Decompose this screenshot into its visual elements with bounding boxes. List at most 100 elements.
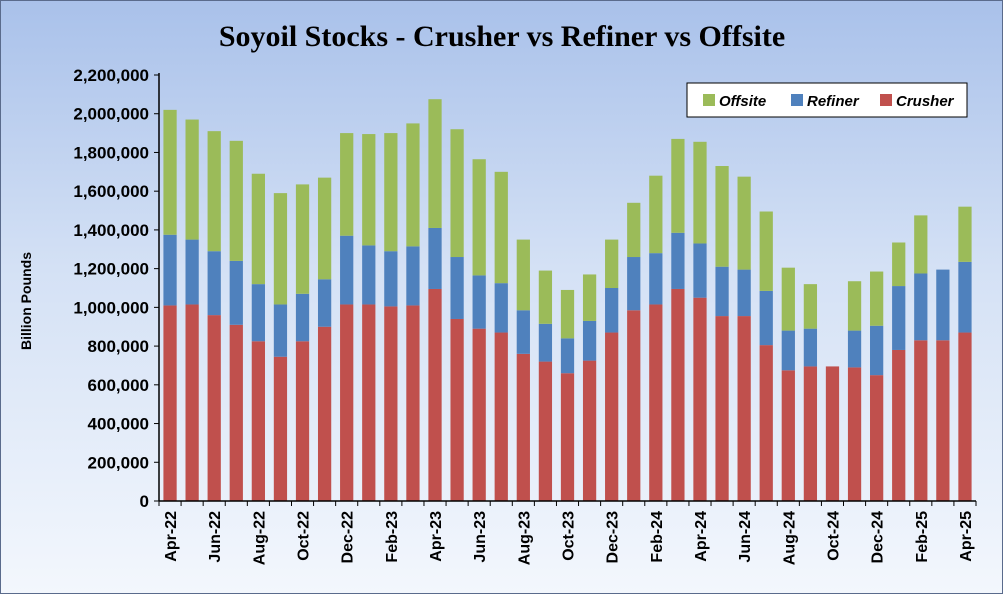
bar-refiner-aug-24 [781,330,795,371]
bar-refiner-apr-23 [428,227,442,289]
bar-refiner-nov-24 [847,330,862,368]
x-tick-label: Feb-25 [914,511,931,563]
bar-refiner-oct-23 [560,338,575,374]
bar-offsite-may-23 [450,129,464,258]
bar-crusher-mar-25 [936,340,950,501]
bar-offsite-dec-22 [340,133,354,236]
legend-label-refiner: Refiner [807,93,860,110]
bar-crusher-jan-23 [362,304,376,501]
bar-offsite-mar-23 [406,123,420,247]
bar-refiner-dec-24 [870,325,884,376]
bar-crusher-nov-22 [317,326,332,501]
bar-offsite-jul-22 [229,140,243,261]
bars-layer [163,99,972,501]
bar-offsite-feb-25 [914,215,928,274]
bar-crusher-jul-23 [494,332,508,501]
bar-crusher-apr-23 [428,288,442,501]
bar-refiner-feb-24 [649,253,663,305]
legend-swatch-refiner [791,94,803,106]
y-tick-label: 800,000 [88,337,149,356]
bar-refiner-dec-23 [605,288,619,333]
bar-offsite-jun-23 [472,159,486,276]
bar-crusher-aug-22 [251,341,265,501]
y-tick-label: 600,000 [88,376,149,395]
bar-crusher-nov-23 [582,360,597,501]
legend-swatch-crusher [880,94,892,106]
bar-offsite-nov-22 [317,177,332,280]
y-tick-label: 2,200,000 [73,66,149,85]
bar-crusher-sep-23 [538,361,553,501]
bar-refiner-jun-22 [207,251,221,316]
y-tick-label: 1,600,000 [73,182,149,201]
bar-crusher-jun-23 [472,328,486,501]
bar-crusher-apr-22 [163,305,177,501]
bar-refiner-nov-23 [582,320,597,361]
bar-offsite-may-24 [715,166,729,267]
bar-refiner-mar-23 [406,246,420,306]
bar-crusher-oct-22 [295,341,310,501]
bar-refiner-sep-24 [803,328,818,367]
x-tick-label: Dec-23 [605,511,622,564]
y-tick-label: 1,400,000 [73,221,149,240]
bar-offsite-sep-24 [803,284,818,329]
bar-crusher-apr-25 [958,332,972,501]
x-tick-label: Jun-23 [472,511,489,563]
bar-crusher-jun-22 [207,315,221,501]
bar-refiner-aug-22 [251,284,265,342]
bar-offsite-aug-22 [251,173,265,285]
bar-refiner-mar-24 [671,232,685,289]
chart-title: Soyoil Stocks - Crusher vs Refiner vs Of… [219,20,785,53]
bar-crusher-apr-24 [693,297,707,501]
bar-crusher-sep-24 [803,366,818,501]
x-tick-label: Apr-23 [428,511,445,562]
bar-crusher-may-24 [715,316,729,501]
y-tick-label: 200,000 [88,453,149,472]
bar-refiner-sep-22 [273,304,288,357]
bar-crusher-oct-23 [560,373,575,501]
bar-crusher-mar-23 [406,305,420,501]
bar-refiner-jun-23 [472,275,486,329]
legend-label-crusher: Crusher [896,93,955,110]
y-tick-label: 400,000 [88,415,149,434]
bar-offsite-jan-23 [362,134,376,246]
bar-refiner-jul-22 [229,260,243,325]
bar-offsite-sep-23 [538,270,553,324]
bar-crusher-feb-24 [649,304,663,501]
bar-refiner-feb-23 [384,251,398,307]
bar-refiner-feb-25 [914,273,928,341]
x-tick-label: Oct-24 [825,511,842,561]
x-tick-label: Aug-22 [251,511,268,565]
legend-box [686,82,968,118]
bar-offsite-feb-23 [384,133,398,252]
bar-crusher-feb-25 [914,340,928,501]
bar-crusher-dec-23 [605,332,619,501]
y-tick-label: 1,200,000 [73,260,149,279]
x-tick-label: Apr-24 [693,511,710,562]
bar-offsite-apr-22 [163,109,177,235]
legend-swatch-offsite [703,94,715,106]
bar-crusher-may-22 [185,304,199,501]
x-tick-label: Apr-25 [958,511,975,562]
bar-crusher-jan-24 [627,310,641,501]
bar-offsite-jun-22 [207,131,221,252]
bar-refiner-apr-22 [163,234,177,306]
bar-offsite-nov-23 [582,274,597,321]
bar-refiner-dec-22 [340,235,354,305]
x-tick-label: Jun-22 [207,511,224,563]
bar-crusher-nov-24 [847,367,862,501]
bar-offsite-nov-24 [847,281,862,331]
bar-refiner-nov-22 [317,279,332,327]
bar-refiner-apr-25 [958,261,972,333]
axes-layer: 0 200,000 400,000 600,000 800,000 1,000,000 1,… [73,66,977,565]
bar-offsite-apr-25 [958,206,972,262]
x-tick-label: Aug-24 [781,511,798,565]
bar-offsite-jan-25 [892,242,906,287]
bar-offsite-apr-24 [693,141,707,244]
bar-crusher-dec-22 [340,304,354,501]
bar-refiner-jun-24 [737,269,751,317]
bar-offsite-jul-23 [494,171,508,284]
bar-offsite-oct-23 [560,289,575,339]
y-tick-label: 1,000,000 [73,298,149,317]
y-tick-label: 2,000,000 [73,105,149,124]
